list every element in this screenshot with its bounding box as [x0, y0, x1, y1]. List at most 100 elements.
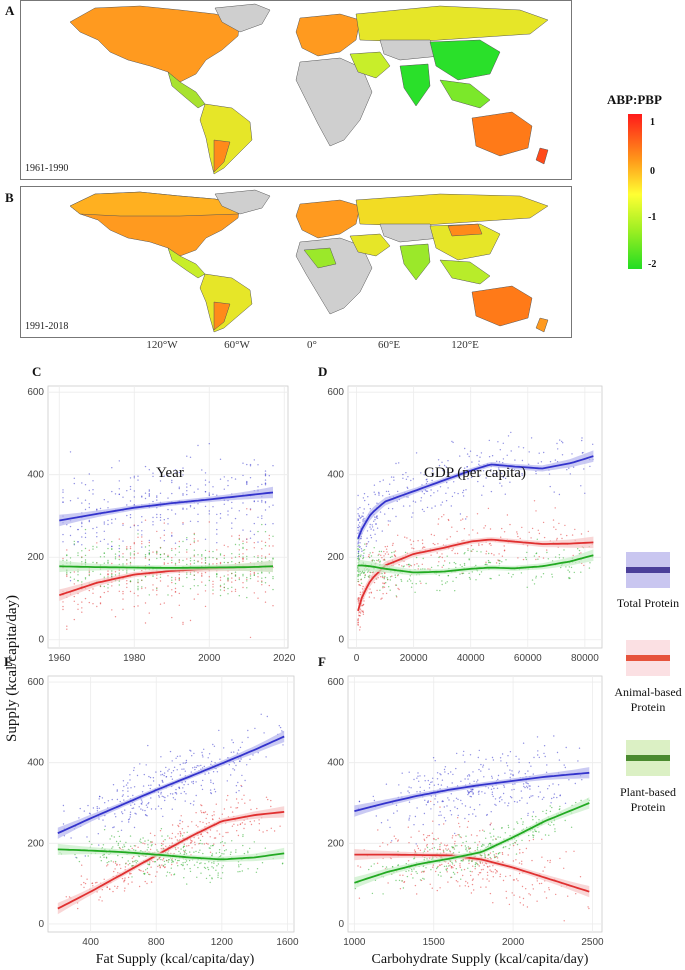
point [62, 804, 65, 807]
point [204, 584, 207, 586]
point [257, 597, 259, 599]
point [73, 482, 76, 485]
point [359, 593, 362, 596]
point [406, 564, 408, 566]
point [363, 600, 365, 602]
point [210, 763, 212, 765]
point [204, 505, 207, 508]
point [455, 563, 457, 565]
point [171, 616, 173, 619]
point [167, 523, 169, 525]
point [382, 576, 384, 579]
point [182, 494, 184, 496]
point [261, 548, 263, 550]
point [107, 587, 109, 589]
point [421, 539, 424, 541]
point [212, 771, 215, 773]
point [135, 813, 137, 815]
point [133, 786, 136, 788]
point [213, 814, 215, 816]
point [430, 495, 432, 497]
point [362, 549, 364, 551]
point [558, 493, 561, 496]
point [174, 577, 177, 579]
point [462, 489, 465, 492]
point [88, 489, 91, 492]
point [126, 514, 128, 517]
point [407, 496, 409, 498]
xtick-c-0: 1960 [48, 653, 71, 664]
point [69, 571, 72, 574]
point [168, 768, 170, 770]
point [178, 545, 180, 548]
point [372, 551, 374, 554]
point [402, 477, 404, 479]
point [176, 755, 179, 758]
point [73, 543, 76, 545]
point [397, 574, 399, 576]
point [425, 490, 428, 492]
point [432, 473, 434, 476]
point [88, 519, 91, 522]
point [227, 580, 229, 582]
point [114, 518, 117, 520]
point [149, 776, 152, 779]
point [186, 455, 188, 457]
map-a-argentina [213, 139, 231, 173]
point [430, 533, 433, 536]
point [163, 774, 165, 777]
point [141, 546, 143, 548]
point [430, 554, 432, 556]
point [193, 598, 195, 600]
point [84, 554, 87, 557]
point [133, 826, 136, 829]
point [468, 572, 470, 574]
point [253, 542, 255, 544]
point [242, 553, 244, 555]
point [405, 472, 407, 474]
point [257, 752, 259, 754]
point [395, 584, 398, 586]
point [419, 580, 421, 582]
point [389, 579, 391, 581]
point [144, 465, 147, 468]
point [98, 807, 101, 809]
map-b-central-america [167, 247, 206, 279]
point [369, 574, 371, 577]
point [141, 534, 143, 536]
point [441, 556, 443, 559]
point [197, 554, 199, 556]
point [92, 545, 94, 548]
point [219, 594, 222, 597]
point [193, 533, 195, 536]
point [144, 587, 147, 589]
point [77, 608, 79, 610]
point [459, 564, 461, 566]
point [171, 557, 173, 559]
map-a-landmasses [69, 3, 549, 175]
point [122, 563, 124, 565]
point [358, 514, 360, 517]
point [223, 503, 225, 505]
point [159, 547, 162, 549]
point [175, 792, 177, 794]
point [208, 492, 210, 494]
point [152, 575, 154, 577]
point [415, 583, 417, 585]
point [189, 543, 192, 546]
point [234, 543, 237, 546]
point [96, 562, 98, 564]
point [126, 563, 128, 565]
point [469, 450, 472, 452]
point [92, 480, 94, 482]
point [178, 471, 180, 474]
point [568, 571, 571, 573]
point [216, 522, 218, 524]
point [231, 527, 233, 529]
point [358, 554, 360, 556]
point [182, 467, 184, 469]
point [249, 509, 252, 511]
point [83, 810, 86, 812]
point [589, 562, 591, 564]
point [122, 524, 124, 526]
